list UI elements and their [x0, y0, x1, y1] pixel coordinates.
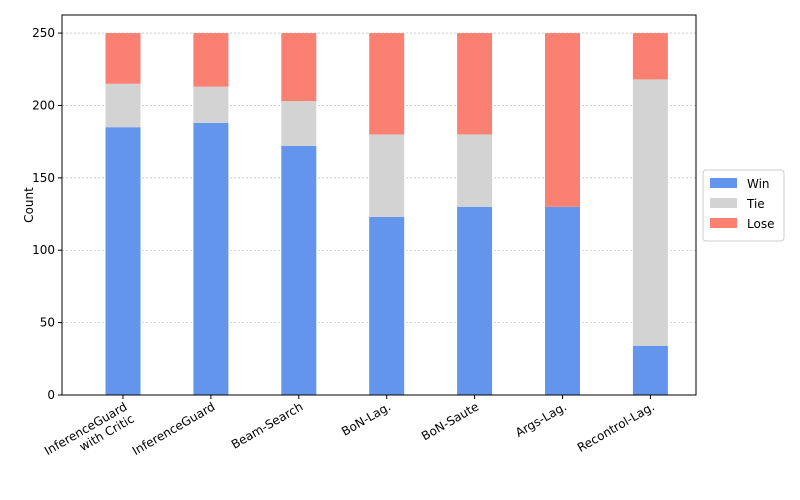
x-tick-label: BoN-Saute [419, 399, 481, 443]
y-tick-label: 200 [32, 98, 55, 112]
x-tick-label: Recontrol-Lag. [575, 399, 657, 454]
bar-lose [545, 33, 580, 207]
bar-lose [369, 33, 405, 135]
legend-swatch-lose [710, 218, 737, 228]
bar-tie [193, 86, 229, 123]
bar-tie [369, 134, 405, 217]
y-tick-label: 250 [32, 26, 55, 40]
bar-win [369, 216, 405, 395]
legend-label-tie: Tie [746, 197, 765, 211]
bars [105, 33, 668, 395]
x-tick-label-line: Args-Lag. [513, 399, 569, 439]
plot-frame [61, 14, 697, 396]
legend: Win Tie Lose [702, 169, 785, 242]
legend-label-lose: Lose [747, 217, 774, 231]
y-axis-label: Count [22, 187, 36, 223]
y-axis: 0 50 100 150 200 250 [32, 26, 62, 402]
x-tick-label-line: Beam-Search [229, 399, 305, 451]
bar-tie [457, 134, 493, 207]
bar-lose [105, 33, 141, 84]
legend-swatch-win [710, 178, 737, 188]
y-tick-label: 150 [32, 171, 55, 185]
bar-lose [632, 33, 668, 80]
bar-win [632, 345, 668, 395]
bar-win [545, 206, 580, 395]
y-tick-label: 100 [32, 243, 55, 257]
y-tick-label: 50 [40, 316, 55, 330]
legend-swatch-tie [710, 198, 737, 208]
bar-lose [457, 33, 493, 135]
bar-win [281, 146, 317, 395]
bar-tie [105, 83, 141, 128]
x-tick-label: InferenceGuardwith Critic [42, 399, 137, 470]
x-tick-label-line: Recontrol-Lag. [575, 399, 657, 454]
y-tick-label: 0 [47, 388, 55, 402]
legend-label-win: Win [747, 177, 770, 191]
bar-win [457, 206, 493, 395]
bar-tie [632, 79, 668, 346]
x-tick-label: Beam-Search [229, 399, 305, 451]
x-tick-label: BoN-Lag. [339, 399, 393, 438]
bar-tie [281, 101, 317, 147]
bar-lose [193, 33, 229, 87]
x-tick-label-line: BoN-Lag. [339, 399, 393, 438]
bar-lose [281, 33, 317, 102]
x-tick-label-line: InferenceGuard [130, 399, 218, 458]
x-tick-label: InferenceGuard [130, 399, 218, 458]
bar-win [105, 127, 141, 395]
x-tick-label: Args-Lag. [513, 399, 569, 439]
bar-win [193, 122, 229, 395]
x-tick-label-line: BoN-Saute [419, 399, 481, 443]
